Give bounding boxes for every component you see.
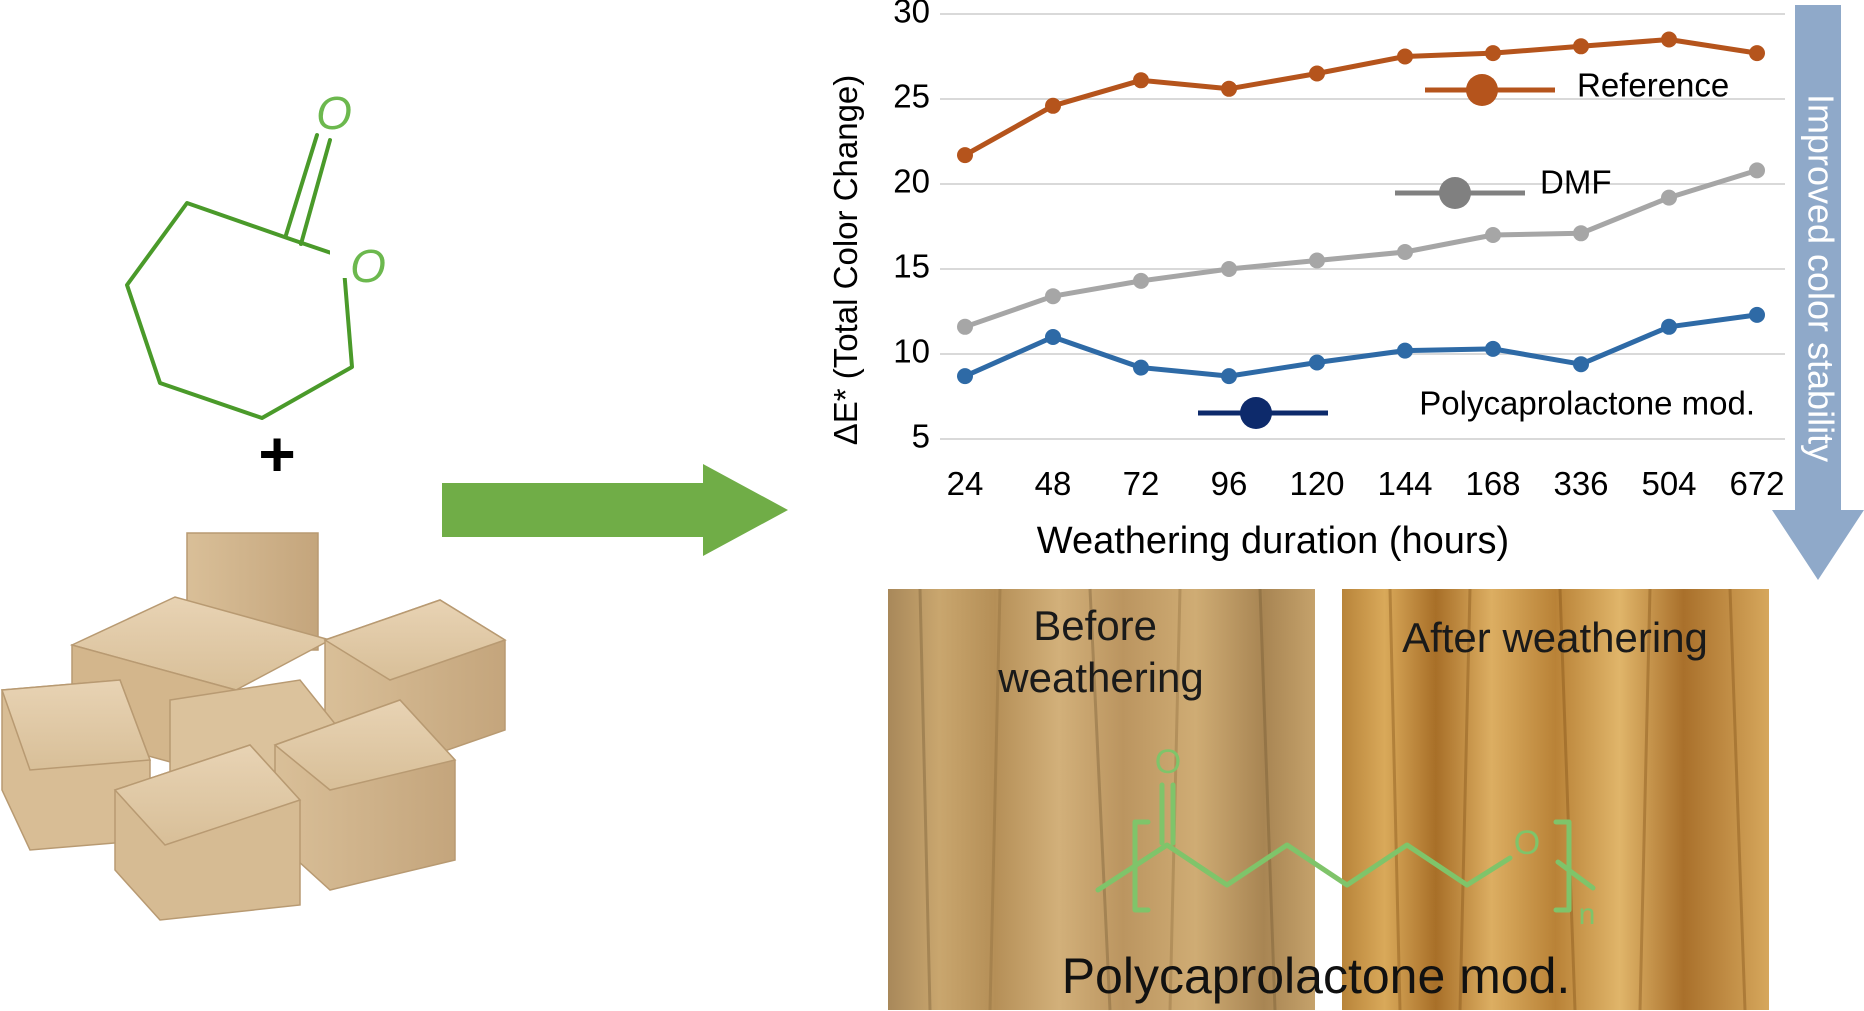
before-photo xyxy=(888,589,1315,1010)
caprolactone-structure xyxy=(125,133,354,420)
point-s0-336 xyxy=(1573,38,1589,55)
legend-marker-1 xyxy=(1439,177,1471,209)
point-s1-120 xyxy=(1309,252,1325,269)
point-s0-144 xyxy=(1397,48,1413,65)
x-tick-168: 168 xyxy=(1465,465,1520,502)
photo-caption: Polycaprolactone mod. xyxy=(1062,948,1571,1004)
x-tick-24: 24 xyxy=(947,465,984,502)
y-tick-20: 20 xyxy=(893,163,930,200)
x-tick-336: 336 xyxy=(1553,465,1608,502)
polymer-chain xyxy=(1095,842,1513,893)
point-s0-96 xyxy=(1221,80,1237,97)
y-tick-30: 30 xyxy=(893,0,930,30)
x-tick-labels: 24 48 72 96 120 144 168 336 504 672 xyxy=(947,465,1785,502)
y-tick-labels: 5 10 15 20 25 30 xyxy=(893,0,930,455)
point-s2-168 xyxy=(1485,340,1501,357)
x-tick-144: 144 xyxy=(1377,465,1432,502)
polycaprolactone-structure xyxy=(1095,782,1596,913)
legend-label-2: Polycaprolactone mod. xyxy=(1419,385,1755,422)
point-s0-504 xyxy=(1661,31,1677,48)
point-s0-24 xyxy=(957,147,973,164)
point-s2-336 xyxy=(1573,356,1589,373)
y-tick-15: 15 xyxy=(893,248,930,285)
series-points xyxy=(957,31,1765,385)
caprolactone-ring xyxy=(125,201,354,420)
x-tick-72: 72 xyxy=(1123,465,1160,502)
point-s2-144 xyxy=(1397,342,1413,359)
y-tick-10: 10 xyxy=(893,333,930,370)
reaction-arrow xyxy=(442,464,788,556)
carbonyl-bond-2 xyxy=(299,138,332,246)
y-tick-5: 5 xyxy=(912,418,930,455)
point-s2-672 xyxy=(1749,306,1765,323)
point-s0-72 xyxy=(1133,72,1149,89)
improved-stability-arrow xyxy=(1772,5,1864,580)
after-weathering-label: After weathering xyxy=(1402,614,1708,661)
point-s1-96 xyxy=(1221,261,1237,277)
photo-grain xyxy=(918,588,1747,1011)
legend-marker-0 xyxy=(1466,74,1498,106)
point-s1-72 xyxy=(1133,272,1149,289)
y-axis-label: ΔE* (Total Color Change) xyxy=(827,75,864,446)
inline-legend: Reference DMF Polycaprolactone mod. xyxy=(1198,67,1755,429)
series-line-2 xyxy=(963,312,1758,379)
point-s1-336 xyxy=(1573,225,1589,242)
point-s2-72 xyxy=(1133,359,1149,376)
point-s1-168 xyxy=(1485,227,1501,243)
legend-marker-2 xyxy=(1240,397,1272,429)
ring-oxygen: O xyxy=(350,240,386,292)
x-tick-96: 96 xyxy=(1211,465,1248,502)
point-s0-168 xyxy=(1485,45,1501,62)
after-photo xyxy=(1342,589,1769,1010)
point-s1-24 xyxy=(957,318,973,335)
polymer-tail xyxy=(1555,859,1596,891)
legend-label-0: Reference xyxy=(1577,67,1729,104)
x-tick-504: 504 xyxy=(1641,465,1696,502)
polymer-ester-oxygen: O xyxy=(1514,824,1540,862)
point-s1-672 xyxy=(1749,162,1765,179)
point-s0-48 xyxy=(1045,97,1061,114)
before-weathering-label: Before weathering xyxy=(997,602,1203,701)
point-s2-504 xyxy=(1661,318,1677,335)
point-s2-24 xyxy=(957,368,973,385)
wood-blocks-image xyxy=(0,532,507,921)
plus-sign: + xyxy=(258,418,295,490)
y-tick-25: 25 xyxy=(893,78,930,115)
series-line-1 xyxy=(964,168,1758,330)
point-s1-504 xyxy=(1661,189,1677,206)
point-s0-120 xyxy=(1309,65,1325,82)
x-tick-48: 48 xyxy=(1035,465,1072,502)
improved-stability-label: Improved color stability xyxy=(1800,94,1841,462)
series-lines xyxy=(963,37,1758,379)
polymer-subscript: n xyxy=(1579,898,1596,931)
point-s1-48 xyxy=(1045,288,1061,305)
ring-oxygen-gap xyxy=(330,238,370,278)
point-s2-48 xyxy=(1045,329,1061,345)
point-s0-672 xyxy=(1749,45,1765,62)
polymer-carbonyl-oxygen: O xyxy=(1155,743,1181,781)
x-axis-label: Weathering duration (hours) xyxy=(1037,520,1509,562)
legend-label-1: DMF xyxy=(1540,164,1611,201)
series-line-0 xyxy=(963,37,1758,158)
point-s2-120 xyxy=(1309,354,1325,371)
x-tick-120: 120 xyxy=(1289,465,1344,502)
point-s2-96 xyxy=(1221,368,1237,385)
point-s1-144 xyxy=(1397,244,1413,260)
x-tick-672: 672 xyxy=(1729,465,1784,502)
carbonyl-bond-1 xyxy=(284,133,319,237)
right-bracket xyxy=(1553,819,1572,913)
line-chart: 5 10 15 20 25 30 24 48 72 96 120 144 168 336 504 672 R… xyxy=(827,0,1785,562)
carbonyl-oxygen: O xyxy=(316,87,352,139)
